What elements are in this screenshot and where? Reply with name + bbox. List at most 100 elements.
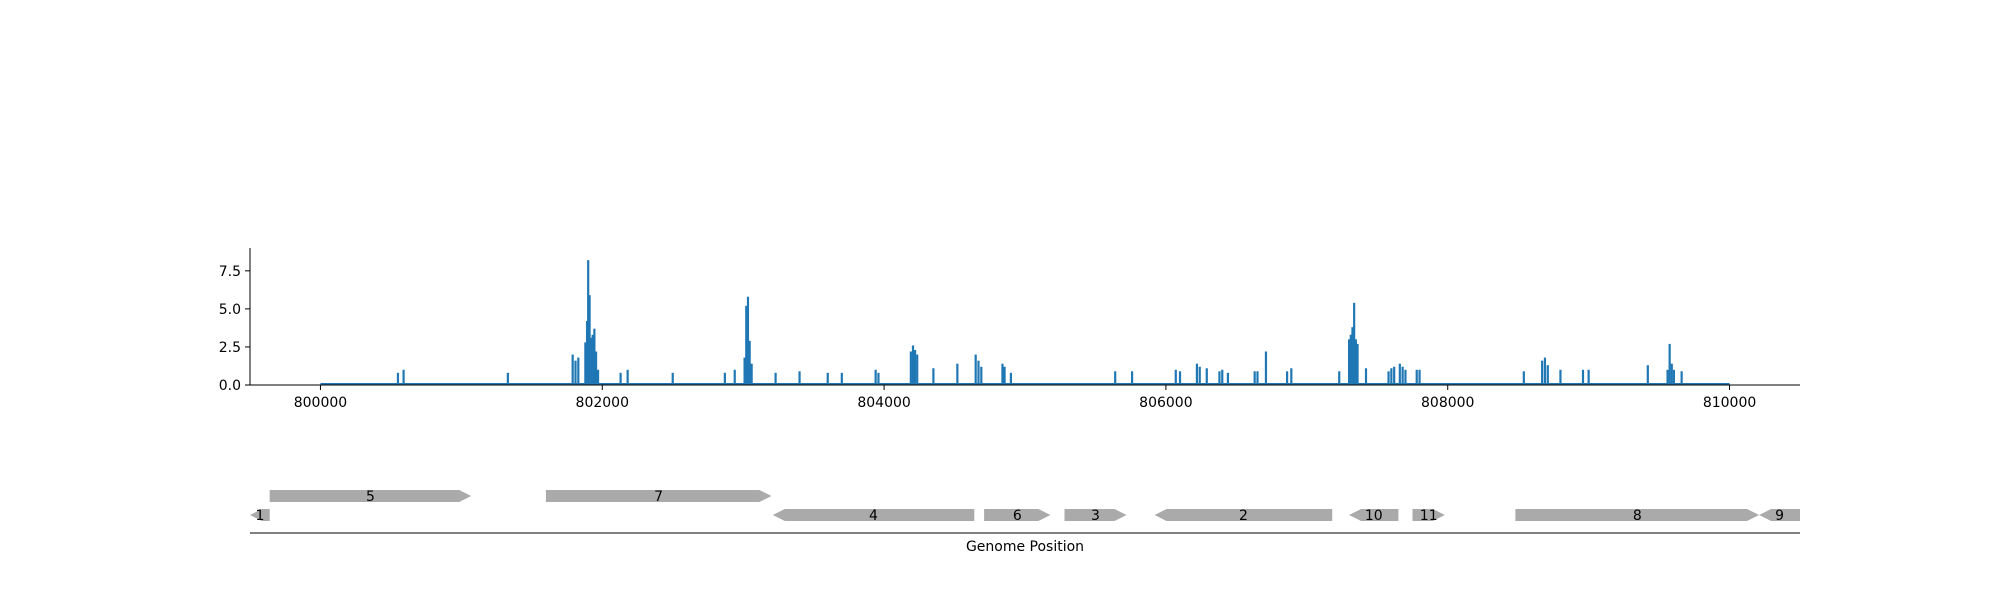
x-tick-label: 800000 (294, 395, 347, 411)
coverage-bar (977, 360, 980, 385)
gene-arrow (984, 509, 1051, 521)
coverage-bar (1587, 369, 1590, 385)
x-tick-label: 802000 (576, 395, 629, 411)
coverage-bar (750, 363, 753, 385)
coverage-bar (1393, 366, 1396, 385)
coverage-bar (574, 360, 577, 385)
gene-arrow (269, 490, 472, 502)
gene-label: 5 (366, 489, 375, 505)
coverage-bars (396, 260, 1683, 385)
coverage-bar (587, 260, 590, 385)
coverage-bar (1001, 363, 1004, 385)
coverage-bar (1546, 365, 1549, 385)
coverage-bar (1672, 369, 1675, 385)
coverage-bar (1256, 371, 1259, 385)
y-tick-label: 0.0 (219, 378, 241, 394)
coverage-bar (1680, 371, 1683, 385)
coverage-bar (1338, 371, 1341, 385)
coverage-bar (1264, 351, 1268, 385)
gene-arrow (1412, 509, 1445, 521)
gene-label: 8 (1633, 508, 1642, 524)
coverage-bar (1668, 343, 1671, 385)
gene-arrow (1515, 509, 1760, 521)
coverage-bar (1543, 357, 1547, 385)
gene-arrow (1759, 509, 1800, 521)
x-tick-label: 804000 (857, 395, 910, 411)
coverage-bar (1404, 369, 1407, 385)
coverage-bar (589, 337, 593, 385)
coverage-bar (1290, 368, 1293, 385)
coverage-bar (840, 372, 843, 385)
x-axis-title: Genome Position (966, 539, 1084, 555)
coverage-bar (916, 354, 919, 385)
coverage-bar (1178, 371, 1182, 385)
gene-label: 9 (1775, 508, 1784, 524)
gene-track-panel: 1 5 7 4 6 3 2 10 11 8 9 Genome Position (250, 489, 1800, 555)
coverage-bar (1253, 371, 1256, 385)
coverage-bar (956, 363, 959, 385)
coverage-bar (733, 369, 736, 385)
coverage-bar (1581, 369, 1585, 385)
gene-arrow (772, 509, 975, 521)
coverage-bar (1390, 368, 1393, 385)
coverage-bar (1387, 371, 1390, 385)
coverage-bar (577, 357, 580, 385)
coverage-bar (671, 372, 674, 385)
gene-arrow (250, 509, 270, 521)
coverage-x-ticks: 800000 802000 804000 806000 808000 810000 (294, 385, 1756, 411)
coverage-bar (1349, 334, 1352, 385)
coverage-bar (571, 354, 574, 385)
coverage-bar (798, 371, 801, 385)
coverage-bar (591, 334, 594, 385)
gene-label: 10 (1365, 508, 1383, 524)
coverage-bar (584, 342, 587, 385)
coverage-bar (1418, 369, 1421, 385)
coverage-bar (774, 372, 777, 385)
coverage-bar (594, 351, 598, 385)
gene-arrow (545, 490, 772, 502)
coverage-bar (1130, 371, 1134, 385)
coverage-bar (1198, 366, 1201, 385)
x-tick-label: 808000 (1421, 395, 1474, 411)
coverage-bar (1195, 363, 1199, 385)
coverage-bar (1347, 339, 1351, 385)
coverage-bar (1354, 339, 1357, 385)
coverage-bar (1646, 365, 1649, 385)
coverage-bar (913, 349, 917, 385)
coverage-bar (396, 372, 400, 385)
gene-label: 2 (1239, 508, 1248, 524)
coverage-bar (1114, 371, 1117, 385)
coverage-bar (974, 354, 977, 385)
coverage-bar (506, 372, 509, 385)
coverage-bar (980, 366, 983, 385)
coverage-bar (932, 368, 935, 385)
coverage-bar (877, 372, 880, 385)
coverage-bar (1398, 363, 1401, 385)
coverage-bar (723, 372, 726, 385)
coverage-bar (1415, 369, 1418, 385)
coverage-bar (743, 357, 746, 385)
coverage-bar (909, 351, 912, 385)
coverage-bar (748, 340, 751, 385)
gene-label: 3 (1091, 508, 1100, 524)
coverage-bar (1205, 368, 1208, 385)
coverage-bar (1559, 369, 1562, 385)
gene-arrow (1349, 509, 1399, 521)
coverage-bar (1364, 368, 1368, 385)
coverage-y-ticks: 0.0 2.5 5.0 7.5 (219, 264, 250, 394)
coverage-bar (911, 345, 915, 385)
coverage-panel: 0.0 2.5 5.0 7.5 800000 802000 804000 806000 808… (219, 248, 1800, 411)
gene-label: 6 (1013, 508, 1022, 524)
coverage-bar (1226, 372, 1230, 385)
coverage-bar (1353, 302, 1356, 385)
x-tick-label: 810000 (1703, 395, 1756, 411)
coverage-bar (593, 328, 596, 385)
coverage-bar (1541, 360, 1544, 385)
coverage-bar (585, 321, 589, 385)
coverage-bar (1221, 369, 1224, 385)
coverage-bar (1285, 371, 1289, 385)
gene-label: 4 (869, 508, 878, 524)
coverage-bar (626, 369, 629, 385)
coverage-bar (1009, 372, 1013, 385)
